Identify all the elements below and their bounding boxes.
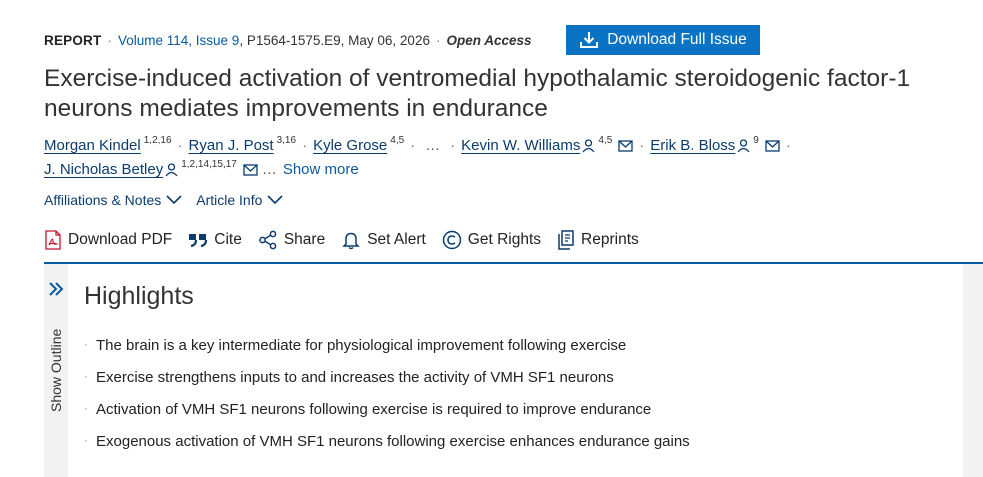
author-affiliation-sup[interactable]: 4,5 bbox=[598, 135, 613, 146]
author-separator: · bbox=[450, 137, 456, 154]
article-meta: REPORT · Volume 114, Issue 9 , P1564-157… bbox=[44, 24, 532, 56]
email-icon[interactable] bbox=[618, 140, 633, 152]
download-pdf-button[interactable]: Download PDF bbox=[44, 230, 172, 250]
bullet: · bbox=[84, 403, 88, 415]
author-line-1: Morgan Kindel 1,2,16 · Ryan J. Post 3,16… bbox=[44, 134, 944, 158]
set-alert-button[interactable]: Set Alert bbox=[341, 230, 426, 250]
highlights-heading: Highlights bbox=[84, 282, 194, 310]
cite-label: Cite bbox=[214, 231, 242, 248]
author-link[interactable]: Morgan Kindel bbox=[44, 137, 141, 154]
email-icon[interactable] bbox=[765, 140, 780, 152]
bullet: · bbox=[84, 435, 88, 447]
article-info-toggle[interactable]: Article Info bbox=[196, 192, 283, 208]
reprints-icon bbox=[558, 230, 574, 250]
highlight-item: · Exogenous activation of VMH SF1 neurons… bbox=[84, 425, 690, 457]
author-line-2: J. Nicholas Betley 1,2,14,15,17 … Show m… bbox=[44, 158, 944, 182]
person-icon bbox=[582, 139, 595, 153]
chevron-down-icon bbox=[267, 195, 283, 205]
bell-icon bbox=[342, 232, 361, 250]
highlight-text: Exogenous activation of VMH SF1 neurons … bbox=[96, 432, 690, 450]
author-link[interactable]: Erik B. Bloss bbox=[650, 137, 736, 154]
author-ellipsis: … bbox=[425, 137, 441, 154]
highlight-item: · Activation of VMH SF1 neurons following… bbox=[84, 393, 690, 425]
person-icon bbox=[737, 139, 750, 153]
author-separator: · bbox=[785, 137, 791, 154]
author-link[interactable]: J. Nicholas Betley bbox=[44, 161, 164, 178]
author-link[interactable]: Kyle Grose bbox=[313, 137, 388, 154]
article-details: , P1564-1575.E9, May 06, 2026 bbox=[239, 32, 430, 48]
highlights-list: · The brain is a key intermediate for phy… bbox=[84, 329, 690, 457]
author-separator: · bbox=[177, 137, 183, 154]
set-alert-label: Set Alert bbox=[367, 231, 426, 248]
author-affiliation-sup[interactable]: 3,16 bbox=[276, 135, 297, 146]
highlight-text: Exercise strengthens inputs to and incre… bbox=[96, 368, 614, 386]
get-rights-button[interactable]: Get Rights bbox=[442, 230, 541, 250]
volume-link[interactable]: Volume 114, Issue 9 bbox=[117, 32, 240, 48]
double-chevron-right-icon bbox=[44, 282, 68, 301]
author-affiliation-sup[interactable]: 9 bbox=[753, 135, 759, 146]
info-links: Affiliations & Notes Article Info bbox=[44, 192, 297, 208]
author-affiliation-sup[interactable]: 1,2,14,15,17 bbox=[181, 159, 237, 170]
bullet: · bbox=[84, 339, 88, 351]
article-type: REPORT bbox=[44, 32, 102, 48]
quote-icon bbox=[189, 234, 208, 248]
chevron-down-icon bbox=[166, 195, 182, 205]
highlight-text: The brain is a key intermediate for phys… bbox=[96, 336, 627, 354]
article-title: Exercise-induced activation of ventromed… bbox=[44, 65, 911, 122]
meta-separator: · bbox=[435, 32, 441, 48]
bullet: · bbox=[84, 371, 88, 383]
share-icon bbox=[258, 230, 277, 250]
pages-date: P1564-1575.E9, May 06, 2026 bbox=[246, 32, 430, 48]
author-separator: · bbox=[639, 137, 645, 154]
article-info-label: Article Info bbox=[196, 192, 263, 208]
author-link[interactable]: Ryan J. Post bbox=[188, 137, 274, 154]
show-more-authors-button[interactable]: Show more bbox=[282, 161, 359, 178]
reprints-label: Reprints bbox=[581, 231, 639, 248]
copyright-icon bbox=[442, 230, 462, 250]
author-separator: · bbox=[302, 137, 308, 154]
author-list: Morgan Kindel 1,2,16 · Ryan J. Post 3,16… bbox=[44, 134, 944, 182]
person-icon bbox=[165, 163, 178, 177]
highlight-item: · The brain is a key intermediate for phy… bbox=[84, 329, 690, 361]
open-access-badge: Open Access bbox=[446, 32, 532, 48]
show-outline-label: Show Outline bbox=[48, 328, 64, 412]
author-separator: · bbox=[410, 137, 416, 154]
author-link[interactable]: Kevin W. Williams bbox=[461, 137, 581, 154]
author-affiliation-sup[interactable]: 4,5 bbox=[390, 135, 405, 146]
pdf-icon bbox=[45, 230, 61, 250]
right-gutter bbox=[963, 264, 983, 477]
download-full-issue-label: Download Full Issue bbox=[607, 31, 747, 48]
share-label: Share bbox=[283, 231, 326, 248]
get-rights-label: Get Rights bbox=[467, 231, 542, 248]
download-icon bbox=[580, 32, 599, 48]
meta-separator: · bbox=[107, 32, 112, 48]
download-pdf-label: Download PDF bbox=[68, 231, 173, 248]
highlight-item: · Exercise strengthens inputs to and incr… bbox=[84, 361, 690, 393]
author-affiliation-sup[interactable]: 1,2,16 bbox=[143, 135, 172, 146]
show-outline-toggle[interactable]: Show Outline bbox=[44, 264, 68, 477]
reprints-button[interactable]: Reprints bbox=[557, 230, 639, 250]
affiliations-label: Affiliations & Notes bbox=[44, 192, 162, 208]
download-full-issue-button[interactable]: Download Full Issue bbox=[566, 25, 760, 55]
share-button[interactable]: Share bbox=[258, 230, 325, 250]
section-divider bbox=[44, 262, 983, 264]
article-toolbar: Download PDF Cite Share Set Alert Get Ri… bbox=[44, 228, 655, 252]
cite-button[interactable]: Cite bbox=[188, 231, 242, 249]
affiliations-toggle[interactable]: Affiliations & Notes bbox=[44, 192, 182, 208]
email-icon[interactable] bbox=[243, 164, 258, 176]
highlight-text: Activation of VMH SF1 neurons following … bbox=[96, 400, 652, 418]
show-more-ellipsis: … bbox=[261, 161, 277, 178]
